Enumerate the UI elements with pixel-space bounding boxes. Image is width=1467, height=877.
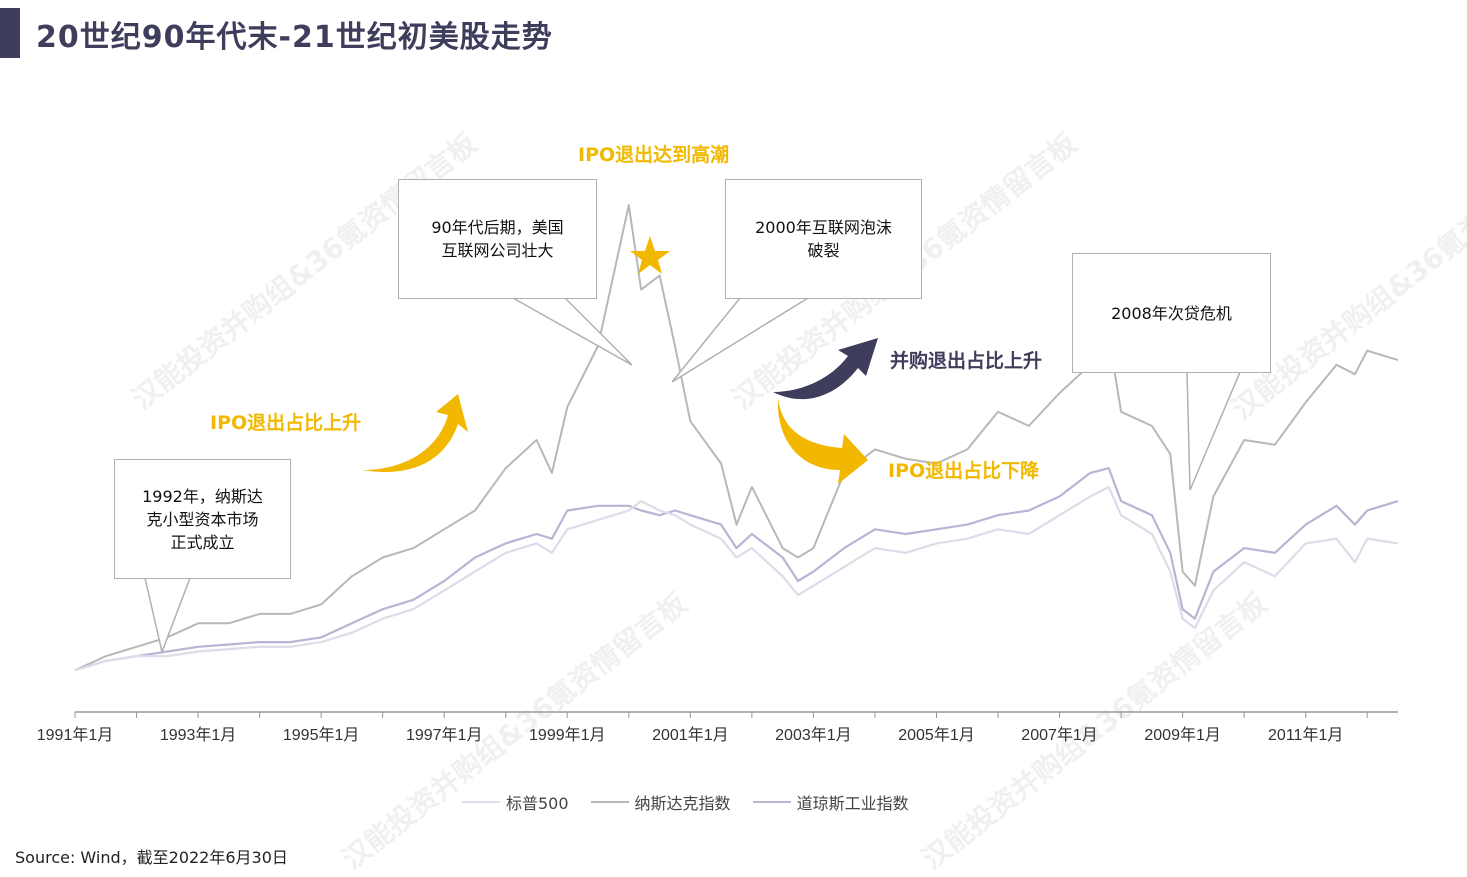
legend-swatch-dow bbox=[752, 801, 791, 803]
series-line-nasdaq bbox=[74, 204, 1399, 672]
callout-pointer-2000 bbox=[671, 297, 809, 383]
ma-up-label: 并购退出占比上升 bbox=[890, 350, 1043, 372]
chart-series bbox=[74, 204, 1399, 672]
legend-swatch-nasdaq bbox=[590, 801, 629, 803]
callout-pointer-1992 bbox=[144, 577, 191, 655]
title-accent-bar bbox=[0, 8, 20, 58]
ipo-peak-label: IPO退出达到高潮 bbox=[578, 144, 730, 166]
series-line-sp500 bbox=[74, 485, 1399, 672]
x-tick-label: 1993年1月 bbox=[160, 726, 237, 744]
x-tick-label: 1999年1月 bbox=[529, 726, 606, 744]
callout-pointer-2008 bbox=[1186, 371, 1241, 491]
x-tick-label: 2007年1月 bbox=[1021, 726, 1098, 744]
x-tick-label: 2011年1月 bbox=[1268, 726, 1343, 744]
callout-2008-text: 2008年次贷危机 bbox=[1111, 303, 1232, 323]
callout-pointers bbox=[144, 297, 1241, 655]
callout-1992-text: 1992年，纳斯达 克小型资本市场 正式成立 bbox=[142, 486, 263, 552]
legend-label-nasdaq: 纳斯达克指数 bbox=[634, 794, 731, 813]
callout-90s: 90年代后期，美国 互联网公司壮大 bbox=[398, 179, 597, 299]
callout-90s-text: 90年代后期，美国 互联网公司壮大 bbox=[431, 218, 564, 260]
callout-2000-text: 2000年互联网泡沫 破裂 bbox=[755, 218, 892, 260]
source-note: Source: Wind，截至2022年6月30日 bbox=[15, 848, 288, 867]
legend-item-dow: 道琼斯工业指数 bbox=[752, 790, 909, 814]
x-tick-label: 1997年1月 bbox=[406, 726, 483, 744]
curved-arrow-down-icon bbox=[777, 398, 868, 484]
callout-1992: 1992年，纳斯达 克小型资本市场 正式成立 bbox=[114, 459, 291, 579]
legend-item-sp500: 标普500 bbox=[462, 790, 569, 814]
page-title: 20世纪90年代末-21世纪初美股走势 bbox=[36, 20, 553, 55]
callout-pointer-90s bbox=[512, 297, 633, 366]
legend-swatch-sp500 bbox=[462, 801, 500, 803]
curved-arrow-up-icon bbox=[362, 394, 468, 473]
legend-label-sp500: 标普500 bbox=[506, 794, 569, 813]
series-line-dow bbox=[74, 467, 1399, 672]
callout-2000: 2000年互联网泡沫 破裂 bbox=[725, 179, 922, 299]
x-tick-label: 2009年1月 bbox=[1144, 726, 1221, 744]
curved-arrow-up-icon bbox=[773, 338, 878, 400]
x-tick-label: 1995年1月 bbox=[283, 726, 360, 744]
chart-legend: 标普500 纳斯达克指数 道琼斯工业指数 bbox=[462, 790, 909, 814]
ipo-down-label: IPO退出占比下降 bbox=[888, 460, 1040, 482]
x-tick-label: 2003年1月 bbox=[775, 726, 852, 744]
callout-2008: 2008年次贷危机 bbox=[1072, 253, 1271, 373]
x-tick-label: 2005年1月 bbox=[898, 726, 975, 744]
legend-label-dow: 道琼斯工业指数 bbox=[796, 794, 909, 813]
x-tick-label: 1991年1月 bbox=[37, 726, 114, 744]
x-axis: 1991年1月 1993年1月 1995年1月 1997年1月 1999年1月 2001年… bbox=[37, 711, 1398, 744]
x-tick-label: 2001年1月 bbox=[652, 726, 729, 744]
ipo-up-label: IPO退出占比上升 bbox=[210, 412, 362, 434]
star-icon bbox=[630, 236, 670, 274]
legend-item-nasdaq: 纳斯达克指数 bbox=[590, 790, 731, 814]
